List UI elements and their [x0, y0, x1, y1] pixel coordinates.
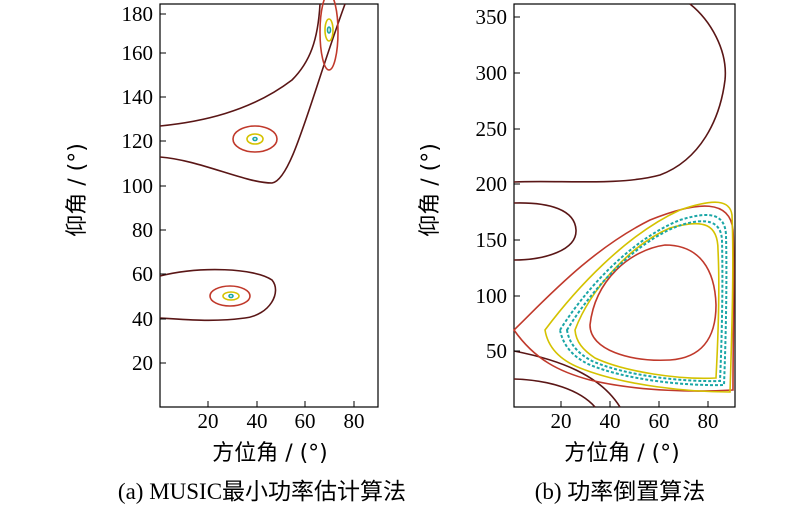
xtick-labels-a: 20 40 60 80	[198, 409, 365, 433]
xlabel-a: 方位角 / (°)	[212, 441, 328, 466]
ytick-label: 40	[132, 307, 153, 331]
contour-b-left-lobe	[513, 202, 577, 261]
ytick-label: 60	[132, 262, 153, 286]
ytick-label: 50	[486, 339, 507, 363]
contour-a-peak1-inner	[222, 291, 240, 301]
contour-a-peak2-inner	[246, 133, 264, 145]
contour-b-bottom-1	[513, 350, 621, 408]
panel-a: 20 40 60 80 20 40 60 80 100 120 140 160 …	[65, 0, 406, 504]
ytick-label: 160	[122, 41, 154, 65]
ytick-label: 100	[476, 284, 508, 308]
xtick-labels-b: 20 40 60 80	[551, 409, 719, 433]
ytick-label: 80	[132, 218, 153, 242]
contour-b-teal-2	[565, 220, 724, 383]
contour-a-peak2-mid	[232, 125, 278, 153]
contours-a	[159, 0, 346, 322]
yticks-a	[160, 13, 166, 364]
contour-b-teal-1	[558, 214, 728, 387]
ytick-label: 20	[132, 351, 153, 375]
ytick-label: 200	[476, 172, 508, 196]
contour-a-peak1-core	[228, 293, 234, 299]
ytick-label: 120	[122, 129, 154, 153]
ytick-label: 180	[122, 2, 154, 26]
ytick-label: 350	[476, 5, 508, 29]
ytick-labels-b: 50 100 150 200 250 300 350	[476, 5, 508, 363]
plot-frame-a	[159, 3, 379, 408]
caption-a: (a) MUSIC最小功率估计算法	[118, 479, 406, 504]
contour-a-middle-outer	[159, 3, 346, 184]
xtick-label: 60	[295, 409, 316, 433]
contour-b-yellow-1	[544, 201, 734, 393]
contour-b-red-inner	[589, 244, 717, 361]
ylabel-b: 仰角 / (°)	[418, 143, 443, 237]
ylabel-a: 仰角 / (°)	[65, 143, 90, 237]
ytick-label: 250	[476, 117, 508, 141]
ytick-label: 100	[122, 174, 154, 198]
xtick-label: 20	[198, 409, 219, 433]
contour-a-peak3-inner	[324, 18, 334, 42]
contour-b-red-outer	[512, 205, 735, 392]
ytick-label: 140	[122, 85, 154, 109]
ytick-labels-a: 20 40 60 80 100 120 140 160 180	[122, 2, 154, 375]
contours-b	[512, 3, 735, 408]
xlabel-b: 方位角 / (°)	[564, 441, 680, 466]
xtick-label: 20	[551, 409, 572, 433]
contour-a-peak3-mid	[319, 0, 339, 71]
xticks-a	[207, 401, 355, 407]
contour-a-lower-outer	[159, 268, 277, 322]
contour-a-peak2-core	[252, 136, 258, 142]
xtick-label: 80	[344, 409, 365, 433]
xtick-label: 40	[247, 409, 268, 433]
caption-b: (b) 功率倒置算法	[535, 479, 706, 504]
yticks-b	[514, 16, 520, 352]
xticks-b	[560, 401, 709, 407]
contour-a-peak3-core	[326, 26, 332, 34]
ytick-label: 300	[476, 61, 508, 85]
contour-b-yellow-2	[574, 222, 720, 380]
plot-frame-b	[513, 3, 736, 408]
xtick-label: 40	[600, 409, 621, 433]
ytick-label: 150	[476, 228, 508, 252]
panel-b: 20 40 60 80 50 100 150 200 250 300 350 方…	[418, 3, 736, 504]
contour-b-top	[513, 3, 727, 183]
xtick-label: 80	[698, 409, 719, 433]
xtick-label: 60	[649, 409, 670, 433]
contour-b-bottom-2	[513, 378, 596, 408]
contour-a-peak1-mid	[209, 285, 251, 307]
